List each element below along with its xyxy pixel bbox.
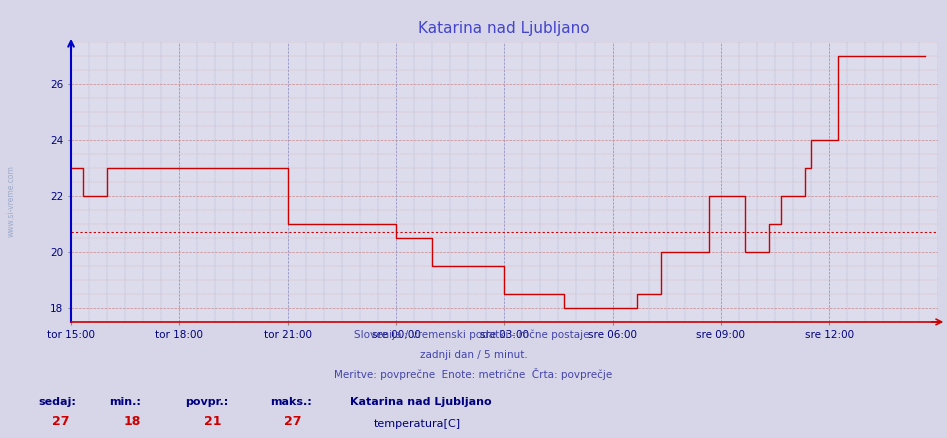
Text: Meritve: povprečne  Enote: metrične  Črta: povprečje: Meritve: povprečne Enote: metrične Črta:… — [334, 368, 613, 381]
Text: min.:: min.: — [109, 397, 141, 407]
Text: 27: 27 — [52, 415, 69, 428]
Text: www.si-vreme.com: www.si-vreme.com — [7, 166, 16, 237]
Text: sedaj:: sedaj: — [38, 397, 76, 407]
Text: 21: 21 — [204, 415, 221, 428]
Text: temperatura[C]: temperatura[C] — [374, 419, 461, 428]
Text: 27: 27 — [284, 415, 301, 428]
Text: povpr.:: povpr.: — [185, 397, 228, 407]
Text: 18: 18 — [123, 415, 140, 428]
Title: Katarina nad Ljubljano: Katarina nad Ljubljano — [419, 21, 590, 36]
Text: zadnji dan / 5 minut.: zadnji dan / 5 minut. — [420, 350, 527, 360]
Text: Katarina nad Ljubljano: Katarina nad Ljubljano — [350, 397, 492, 407]
Text: maks.:: maks.: — [270, 397, 312, 407]
Text: Slovenija / vremenski podatki - ročne postaje.: Slovenija / vremenski podatki - ročne po… — [354, 330, 593, 340]
